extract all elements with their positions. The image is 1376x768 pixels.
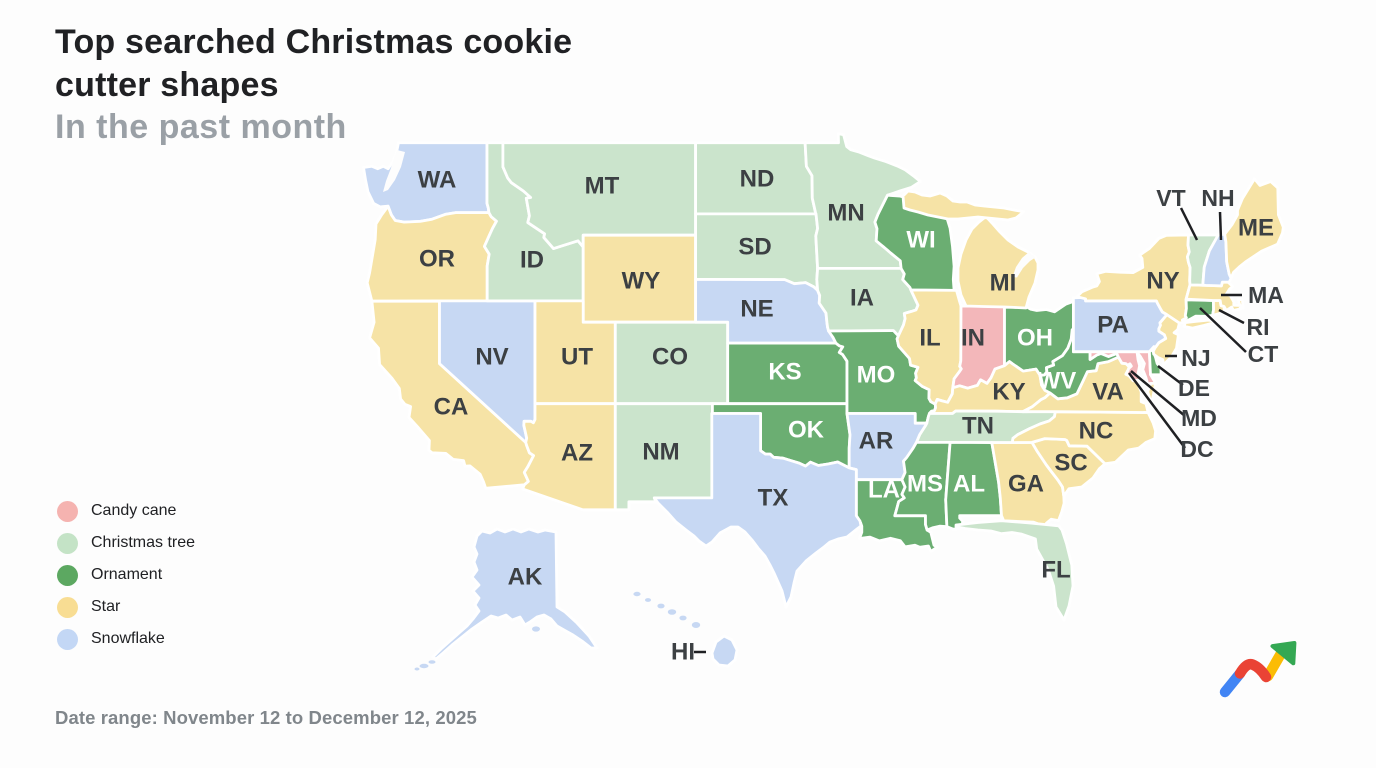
svg-text:NH: NH [1201,185,1234,211]
svg-text:MD: MD [1181,405,1217,431]
svg-text:IN: IN [961,325,985,352]
svg-text:HI: HI [671,639,695,666]
svg-text:CO: CO [652,344,688,371]
svg-text:FL: FL [1041,557,1070,584]
svg-text:KS: KS [768,359,801,386]
svg-text:NC: NC [1079,418,1114,445]
svg-text:DE: DE [1178,375,1210,401]
svg-text:MT: MT [585,173,620,200]
svg-text:IA: IA [850,285,874,312]
svg-text:LA: LA [868,477,900,504]
svg-text:MN: MN [827,200,864,227]
svg-text:AR: AR [859,428,894,455]
svg-text:WV: WV [1038,368,1077,395]
svg-text:ND: ND [740,166,775,193]
svg-text:NE: NE [740,296,773,323]
svg-text:MI: MI [990,270,1017,297]
svg-text:AZ: AZ [561,440,593,467]
svg-text:IL: IL [919,325,940,352]
svg-text:CA: CA [434,394,469,421]
svg-text:MS: MS [907,471,943,498]
svg-text:NJ: NJ [1181,345,1210,371]
svg-text:NY: NY [1146,268,1179,295]
svg-text:NV: NV [475,344,508,371]
svg-text:AL: AL [953,471,985,498]
svg-text:DC: DC [1180,436,1213,462]
svg-text:OK: OK [788,417,825,444]
svg-text:OH: OH [1017,325,1053,352]
svg-text:VA: VA [1092,379,1124,406]
svg-text:WA: WA [418,167,457,194]
svg-text:SC: SC [1054,450,1087,477]
svg-text:OR: OR [419,246,455,273]
svg-text:PA: PA [1097,312,1129,339]
svg-text:UT: UT [561,344,593,371]
svg-text:WI: WI [906,227,935,254]
svg-text:ID: ID [520,247,544,274]
svg-text:RI: RI [1247,314,1270,340]
svg-text:TN: TN [962,413,994,440]
svg-text:GA: GA [1008,471,1044,498]
svg-text:VT: VT [1156,185,1185,211]
svg-text:ME: ME [1238,215,1274,242]
svg-text:NM: NM [642,439,679,466]
svg-text:MO: MO [857,362,896,389]
svg-text:TX: TX [758,485,789,512]
svg-text:SD: SD [738,234,771,261]
svg-text:MA: MA [1248,282,1284,308]
svg-text:KY: KY [992,379,1025,406]
svg-text:AK: AK [508,564,543,591]
svg-text:WY: WY [622,268,661,295]
svg-text:CT: CT [1248,341,1279,367]
